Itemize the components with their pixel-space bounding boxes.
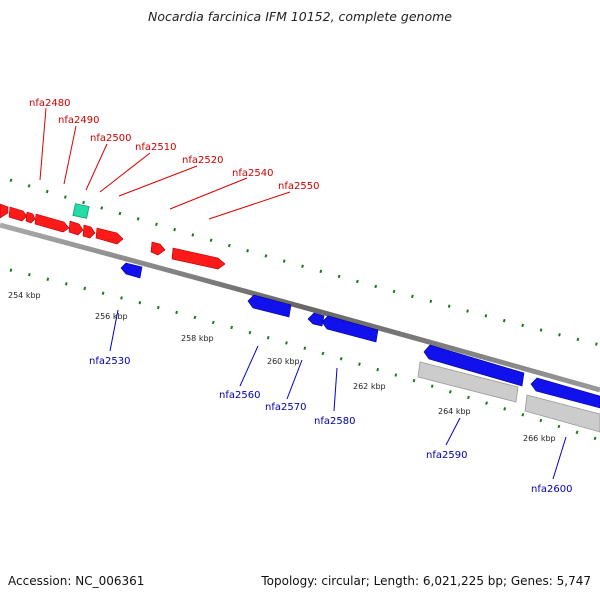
label-nfa2590[interactable]: nfa2590 [426, 450, 467, 461]
label-nfa2580[interactable]: nfa2580 [314, 416, 355, 427]
outer-tick-row [9, 178, 600, 347]
label-nfa2500[interactable]: nfa2500 [90, 133, 131, 144]
forward-genes [0, 203, 226, 270]
gene-nfa2550[interactable] [171, 247, 226, 270]
forward-label-group: nfa2480 nfa2490 nfa2500 nfa2510 nfa2520 … [29, 98, 319, 192]
accession-text: Accession: NC_006361 [8, 574, 145, 588]
genome-backbone [0, 222, 600, 393]
label-nfa2570[interactable]: nfa2570 [265, 402, 306, 413]
scale-label-group: 254 kbp 256 kbp 258 kbp 260 kbp 262 kbp … [8, 291, 556, 443]
gene-nfa2600[interactable] [530, 377, 600, 409]
gene-nfa2530-fwd[interactable] [82, 224, 96, 239]
scale-label: 262 kbp [353, 382, 386, 391]
gene-rev-a[interactable] [120, 262, 143, 279]
gene-nfa2580[interactable] [321, 315, 379, 343]
label-nfa2540[interactable]: nfa2540 [232, 168, 273, 179]
gene-nfa2480[interactable] [0, 203, 9, 219]
map-title: Nocardia farcinica IFM 10152, complete g… [148, 9, 452, 24]
scale-label: 266 kbp [523, 434, 556, 443]
label-nfa2600[interactable]: nfa2600 [531, 484, 572, 495]
scale-label: 260 kbp [267, 357, 300, 366]
reverse-genes [120, 262, 600, 409]
pseudo-region-1[interactable] [417, 361, 519, 403]
genome-summary-text: Topology: circular; Length: 6,021,225 bp… [261, 574, 591, 588]
forward-leaders [39, 107, 291, 220]
label-nfa2560[interactable]: nfa2560 [219, 390, 260, 401]
label-nfa2530[interactable]: nfa2530 [89, 356, 130, 367]
inner-tick-row [9, 268, 600, 442]
gene-nfa2570[interactable] [307, 312, 325, 327]
scale-label: 264 kbp [438, 407, 471, 416]
scale-label: 258 kbp [181, 334, 214, 343]
label-nfa2520[interactable]: nfa2520 [182, 155, 223, 166]
gene-nfa2545[interactable] [150, 241, 166, 256]
gene-nfa2500[interactable] [25, 211, 36, 224]
gene-nfa2560[interactable] [247, 294, 292, 318]
reverse-leaders [109, 309, 567, 480]
rna-gene[interactable] [72, 203, 90, 219]
gene-nfa2490[interactable] [8, 206, 28, 222]
scale-label: 254 kbp [8, 291, 41, 300]
gene-nfa2590[interactable] [423, 344, 525, 387]
label-nfa2490[interactable]: nfa2490 [58, 115, 99, 126]
gene-nfa2540[interactable] [95, 227, 124, 245]
gene-nfa2510[interactable] [34, 213, 70, 233]
label-nfa2510[interactable]: nfa2510 [135, 142, 176, 153]
scale-label: 256 kbp [95, 312, 128, 321]
label-nfa2480[interactable]: nfa2480 [29, 98, 70, 109]
gene-nfa2520[interactable] [68, 220, 84, 236]
pseudo-region-2[interactable] [524, 394, 600, 433]
reverse-label-group: nfa2530 nfa2560 nfa2570 nfa2580 nfa2590 … [89, 356, 572, 495]
label-nfa2550[interactable]: nfa2550 [278, 181, 319, 192]
